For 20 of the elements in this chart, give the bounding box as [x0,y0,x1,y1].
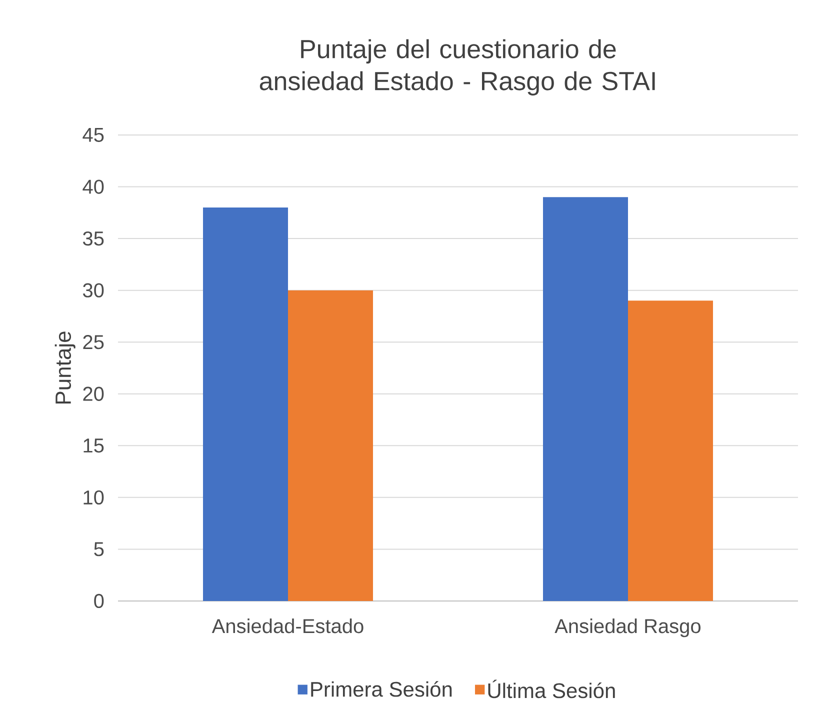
y-tick-label: 25 [83,335,104,350]
bar [203,207,288,601]
y-tick-label: 30 [82,283,104,298]
y-tick-label: 0 [94,594,104,608]
bar [543,197,628,601]
y-tick-label: 15 [84,438,104,453]
x-tick-label: Ansiedad-Estado [212,618,364,634]
y-tick-label: 5 [94,542,104,556]
x-tick-label: Ansiedad Rasgo [554,618,701,638]
y-tick-label: 45 [82,128,104,142]
legend-label: Última Sesión [488,680,615,698]
y-tick-label: 20 [83,386,104,401]
y-tick-label: 40 [82,180,104,194]
chart-title: Puntaje del cuestionario de ansiedad Estado - Rasgo de STAI [260,39,655,96]
bar [288,290,374,601]
y-axis-title: Puntaje [54,332,76,404]
bar [628,300,713,601]
y-tick-label: 35 [82,231,104,246]
y-tick-label: 10 [84,490,104,505]
legend-label: Primera Sesión [311,681,452,697]
